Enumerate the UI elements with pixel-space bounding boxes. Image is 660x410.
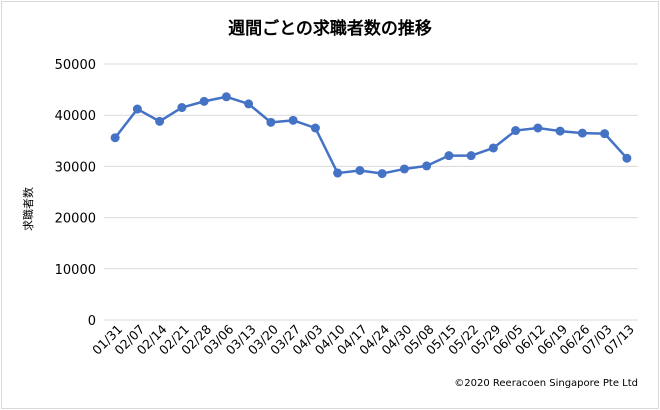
data-point bbox=[377, 169, 387, 179]
data-point bbox=[355, 165, 365, 175]
data-point bbox=[622, 153, 632, 163]
data-point bbox=[600, 129, 610, 139]
y-tick-label: 10000 bbox=[55, 263, 96, 278]
series-group bbox=[110, 92, 632, 179]
data-point bbox=[199, 96, 209, 106]
y-tick-label: 0 bbox=[88, 314, 96, 329]
chart-title: 週間ごとの求職者数の推移 bbox=[228, 18, 432, 39]
data-point bbox=[444, 151, 454, 161]
data-point bbox=[488, 143, 498, 153]
data-point bbox=[333, 168, 343, 178]
y-tick-label: 50000 bbox=[55, 58, 96, 73]
data-point bbox=[244, 99, 254, 109]
y-tick-label: 40000 bbox=[55, 109, 96, 124]
data-point bbox=[288, 115, 298, 125]
data-point bbox=[266, 117, 276, 127]
y-tick-label: 30000 bbox=[55, 160, 96, 175]
data-point bbox=[399, 164, 409, 174]
copyright-credit: ©2020 Reeracoen Singapore Pte Ltd bbox=[454, 378, 638, 389]
series-line bbox=[114, 95, 628, 175]
data-point bbox=[110, 133, 120, 143]
data-point bbox=[155, 116, 165, 126]
data-point bbox=[177, 103, 187, 113]
data-point bbox=[466, 151, 476, 161]
data-point bbox=[555, 126, 565, 136]
data-point bbox=[577, 128, 587, 138]
data-point bbox=[511, 126, 521, 136]
data-point bbox=[533, 123, 543, 133]
data-point bbox=[132, 104, 142, 114]
gridlines bbox=[104, 63, 638, 321]
y-axis-ticks: 0 10000 20000 30000 40000 50000 bbox=[55, 58, 96, 329]
data-point bbox=[422, 161, 432, 171]
data-point bbox=[310, 123, 320, 133]
data-point bbox=[221, 92, 231, 102]
y-tick-label: 20000 bbox=[55, 212, 96, 227]
y-axis-label: 求職者数 bbox=[22, 187, 35, 231]
x-axis-ticks: 01/3102/0702/1402/2102/2803/0603/1303/20… bbox=[89, 321, 637, 357]
